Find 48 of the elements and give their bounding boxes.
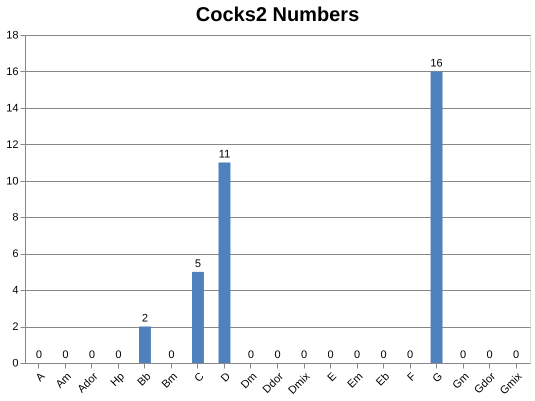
data-label: 0 — [406, 349, 414, 361]
x-tick-label: Bb — [135, 370, 154, 389]
data-label: 0 — [274, 349, 281, 361]
data-label: 0 — [486, 349, 493, 361]
data-label: 5 — [194, 258, 202, 270]
y-tick-label: 10 — [6, 175, 18, 188]
data-label: 0 — [115, 349, 122, 361]
chart-title: Cocks2 Numbers — [196, 4, 360, 26]
data-label: 0 — [513, 349, 520, 361]
data-label: 0 — [248, 349, 254, 361]
x-tick-label: Dm — [238, 370, 260, 392]
data-label: 0 — [380, 349, 387, 361]
data-label: 0 — [62, 349, 68, 361]
data-label: 0 — [354, 349, 360, 361]
data-label: 0 — [168, 349, 175, 361]
data-label: 0 — [88, 349, 95, 361]
x-tick-label: Eb — [374, 370, 392, 389]
bar — [192, 272, 204, 363]
bar — [218, 162, 230, 363]
bar — [138, 326, 151, 363]
y-tick-label: 8 — [12, 212, 18, 224]
x-tick-label: G — [430, 370, 446, 386]
y-tick-label: 12 — [6, 138, 18, 151]
y-tick-label: 18 — [6, 30, 18, 42]
data-label: 0 — [460, 349, 466, 361]
bar — [430, 71, 443, 363]
x-tick-label: E — [325, 370, 340, 384]
data-label: 0 — [300, 349, 308, 361]
y-tick-label: 2 — [12, 321, 18, 334]
data-label: 0 — [36, 349, 42, 361]
x-tick-label: F — [405, 370, 419, 384]
x-tick-label: A — [34, 370, 48, 384]
x-tick-label: Bm — [160, 370, 180, 391]
data-label: 2 — [142, 312, 148, 325]
data-label: 0 — [327, 349, 334, 361]
y-tick-label: 6 — [12, 248, 18, 260]
x-tick-label: D — [218, 370, 233, 385]
data-label: 16 — [430, 57, 443, 70]
y-tick-label: 14 — [6, 102, 18, 114]
data-label: 11 — [218, 148, 230, 161]
y-tick-label: 0 — [12, 358, 18, 370]
x-tick-label: Em — [345, 370, 366, 391]
y-tick-label: 16 — [6, 66, 18, 78]
y-tick-label: 4 — [12, 284, 18, 297]
x-tick-label: C — [192, 370, 206, 385]
x-tick-label: Hp — [108, 370, 127, 389]
x-tick-label: Am — [54, 370, 74, 391]
x-tick-label: Gm — [450, 370, 472, 392]
